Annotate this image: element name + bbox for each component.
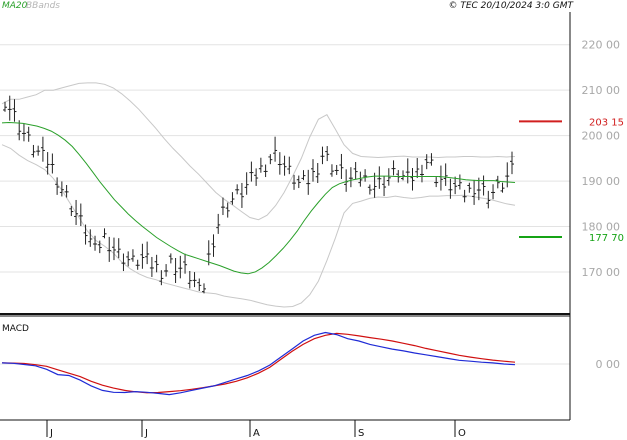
macd-tick-label: 0 00 — [596, 358, 621, 371]
y-tick-label: 170 00 — [582, 266, 621, 279]
ma20-line — [1, 121, 516, 275]
level-label: 177 70 — [589, 233, 624, 244]
bbands-legend-label: BBands — [26, 1, 60, 11]
x-tick-label: S — [358, 428, 364, 439]
y-tick-label: 200 00 — [582, 130, 621, 143]
price-bars — [3, 95, 514, 294]
copyright-label: © TEC 20/10/2024 3:0 GMT — [448, 1, 574, 11]
macd-axis-tick-labels: 0 00 — [596, 358, 621, 371]
level-label: 203 15 — [589, 117, 624, 128]
x-tick-label: O — [458, 428, 466, 439]
y-tick-label: 210 00 — [582, 84, 621, 97]
macd-signal-line — [1, 332, 516, 394]
macd-line — [1, 331, 516, 396]
y-tick-label: 180 00 — [582, 221, 621, 234]
y-tick-label: 220 00 — [582, 39, 621, 52]
bbands-upper-line — [1, 82, 516, 221]
price-levels: 203 15 177 70 — [519, 117, 624, 244]
price-gridlines — [0, 44, 570, 273]
macd-panel-title: MACD — [2, 324, 29, 334]
y-tick-label: 190 00 — [582, 175, 621, 188]
x-tick-label: A — [253, 428, 260, 439]
bbands-lower-line — [1, 144, 516, 308]
x-tick-label: J — [144, 428, 148, 439]
y-axis-tick-labels: 170 00 180 00 190 00 200 00 210 00 220 00 — [582, 39, 621, 279]
x-tick-label: J — [49, 428, 53, 439]
ma20-legend-label: MA20 — [2, 1, 28, 11]
